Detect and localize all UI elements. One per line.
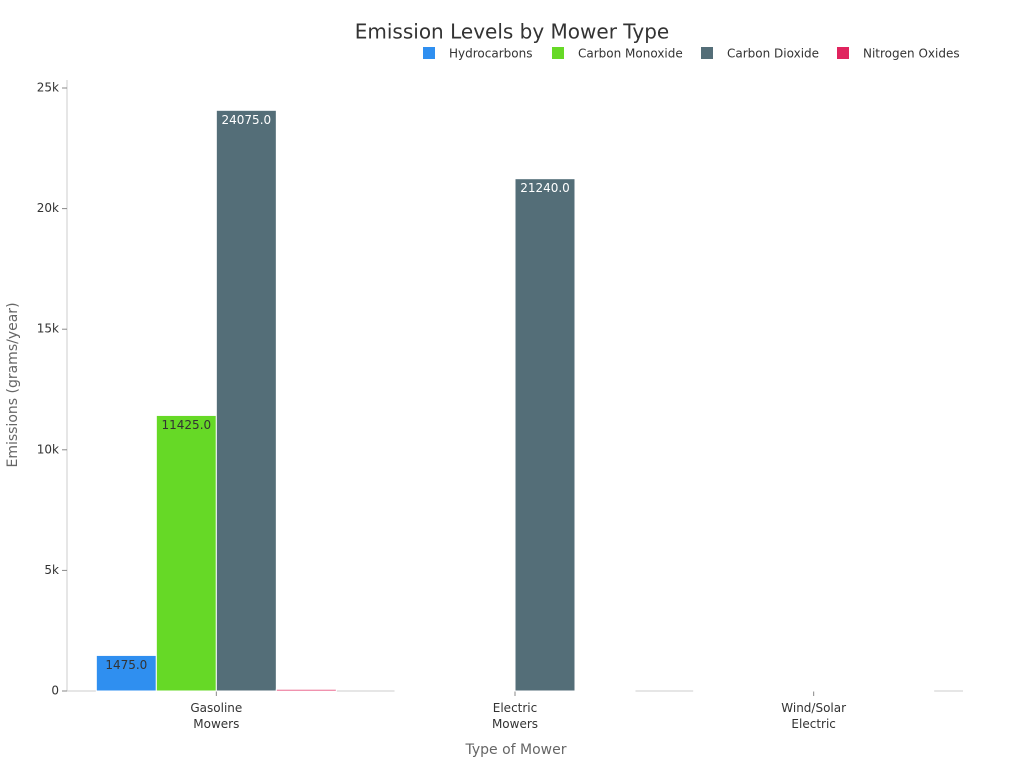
data-label: 11425.0: [162, 418, 212, 432]
bar: [215, 109, 277, 692]
legend-label: Hydrocarbons: [449, 47, 532, 61]
x-tick-label: Electric Mowers: [491, 701, 539, 731]
legend-label: Carbon Monoxide: [578, 47, 683, 61]
legend-swatch: [423, 47, 435, 59]
data-label: 21240.0: [520, 181, 570, 195]
legend-label: Carbon Dioxide: [727, 47, 819, 61]
y-tick-label: 25k: [37, 81, 59, 95]
x-tick-label: Gasoline Mowers: [190, 701, 243, 731]
bar: [95, 654, 157, 692]
y-tick-label: 20k: [37, 201, 59, 215]
bar: [155, 414, 217, 692]
bar: [275, 688, 337, 692]
y-tick-label: 0: [51, 684, 59, 698]
legend-swatch: [552, 47, 564, 59]
chart-title: Emission Levels by Mower Type: [355, 20, 669, 44]
data-label: 24075.0: [222, 113, 272, 127]
x-tick-label: Wind/Solar Electric: [781, 701, 847, 731]
legend-label: Nitrogen Oxides: [863, 47, 960, 61]
y-tick-label: 5k: [44, 563, 59, 577]
y-tick-label: 10k: [37, 442, 59, 456]
legend-swatch: [837, 47, 849, 59]
data-label: 1475.0: [105, 658, 147, 672]
y-axis-label: Emissions (grams/year): [5, 302, 21, 467]
x-axis-label: Type of Mower: [464, 742, 566, 758]
y-tick-label: 15k: [37, 322, 59, 336]
legend-swatch: [701, 47, 713, 59]
bar: [514, 178, 576, 692]
